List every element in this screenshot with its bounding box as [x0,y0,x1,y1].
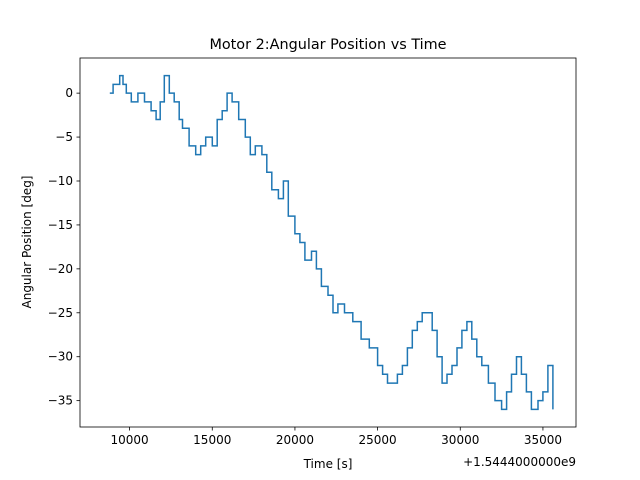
x-tick-label: 35000 [524,433,562,447]
y-tick-label: −5 [55,130,73,144]
y-tick-label: −15 [48,218,73,232]
x-tick-label: 25000 [359,433,397,447]
y-tick-label: −30 [48,350,73,364]
x-axis-label: Time [s] [303,457,353,471]
plot-area [109,74,554,411]
x-tick-label: 10000 [111,433,149,447]
y-tick-label: −25 [48,306,73,320]
y-tick-label: −35 [48,394,73,408]
x-axis: 10000 15000 20000 25000 30000 35000 [111,427,562,447]
x-tick-label: 15000 [193,433,231,447]
x-tick-label: 20000 [276,433,314,447]
x-tick-label: 30000 [441,433,479,447]
y-tick-label: −20 [48,262,73,276]
plot-frame [79,57,577,428]
y-axis-label: Angular Position [deg] [20,176,34,309]
series-line [109,74,554,411]
chart-title: Motor 2:Angular Position vs Time [209,37,446,53]
y-tick-label: 0 [65,86,73,100]
y-axis: 0 −5 −10 −15 −20 −25 −30 −35 [48,86,80,408]
x-axis-offset-label: +1.5444000000e9 [463,455,576,469]
y-tick-label: −10 [48,174,73,188]
